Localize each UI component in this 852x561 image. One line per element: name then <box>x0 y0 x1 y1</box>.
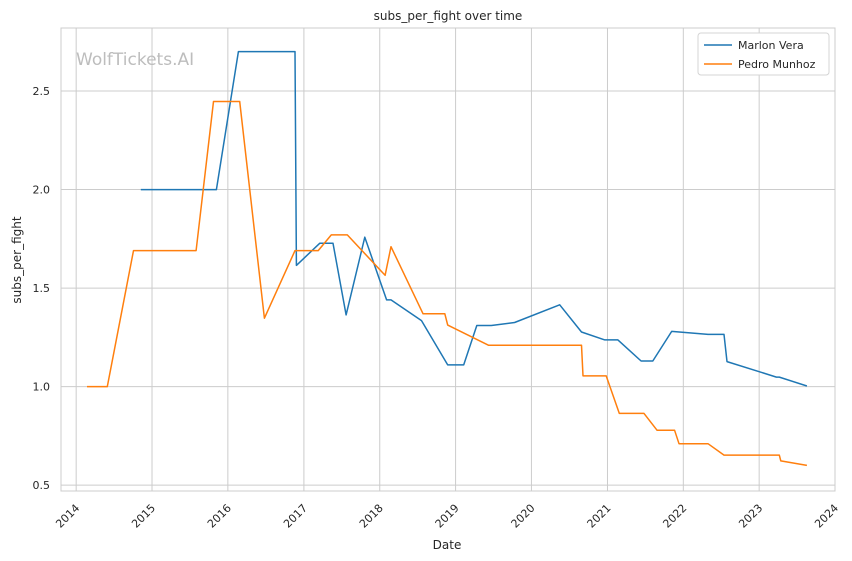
watermark: WolfTickets.AI <box>76 50 194 70</box>
x-tick-label: 2017 <box>281 502 310 531</box>
series-line-marlon-vera <box>140 50 808 387</box>
y-tick-label: 2.0 <box>33 184 51 197</box>
x-tick-label: 2024 <box>812 502 841 531</box>
y-tick-label: 1.5 <box>33 282 51 295</box>
x-tick-label: 2015 <box>129 502 158 531</box>
plot-area <box>61 28 835 491</box>
x-tick-label: 2019 <box>433 502 462 531</box>
legend-label-pedro-munhoz: Pedro Munhoz <box>738 58 816 71</box>
x-tick-labels: 2014 2015 2016 2017 2018 2019 2020 2021 2022 2023… <box>53 502 841 531</box>
x-tick-label: 2020 <box>509 502 538 531</box>
series-layer <box>87 50 808 467</box>
x-axis-title: Date <box>433 538 462 552</box>
legend-label-marlon-vera: Marlon Vera <box>738 39 804 52</box>
x-tick-label: 2016 <box>205 502 234 531</box>
x-tick-label: 2022 <box>660 502 689 531</box>
x-tick-label: 2018 <box>357 502 386 531</box>
x-tick-label: 2014 <box>53 502 82 531</box>
x-tick-label: 2023 <box>736 502 765 531</box>
x-tick-label: 2021 <box>585 502 614 531</box>
y-axis-title: subs_per_fight <box>10 216 24 303</box>
chart-title: subs_per_fight over time <box>374 9 523 23</box>
y-tick-label: 0.5 <box>33 479 51 492</box>
y-tick-label: 1.0 <box>33 381 51 394</box>
y-tick-labels: 0.5 1.0 1.5 2.0 2.5 <box>33 85 51 492</box>
plot-frame <box>60 27 836 492</box>
legend: Marlon Vera Pedro Munhoz <box>697 32 830 76</box>
y-tick-label: 2.5 <box>33 85 51 98</box>
series-line-pedro-munhoz <box>87 100 808 467</box>
plot-border <box>60 27 836 492</box>
